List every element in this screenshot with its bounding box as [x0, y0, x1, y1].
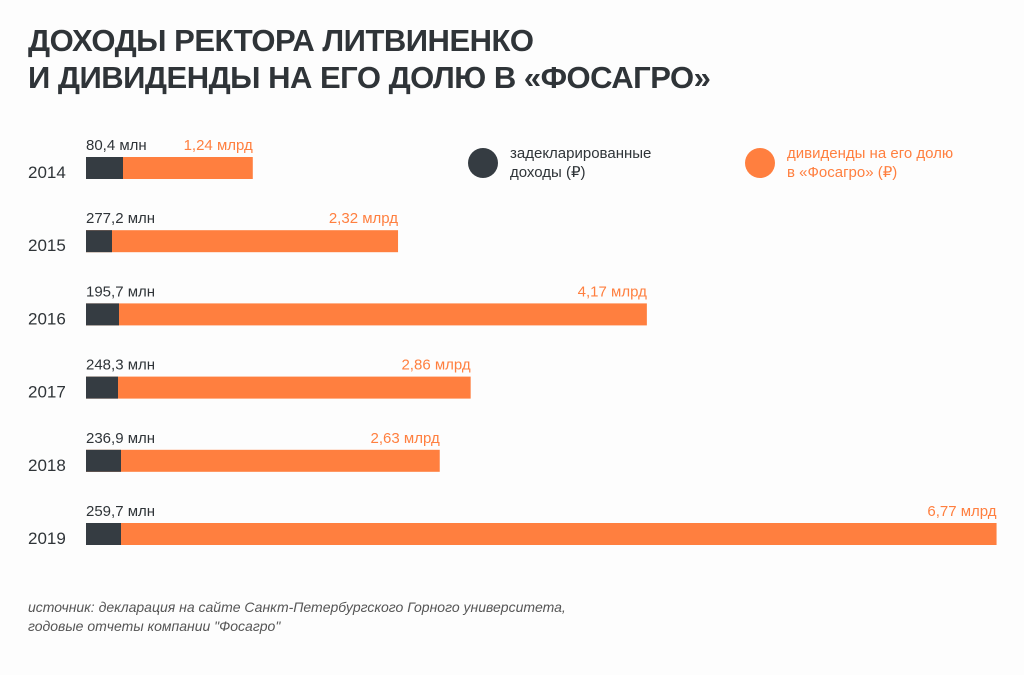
legend-income-line-2: доходы (₽)	[510, 164, 586, 181]
legend-income-swatch	[468, 148, 498, 178]
dividends-bar	[86, 157, 253, 179]
year-label: 2019	[28, 529, 66, 548]
dividends-bar	[86, 523, 997, 545]
title-line-2: И ДИВИДЕНДЫ НА ЕГО ДОЛЮ В «ФОСАГРО»	[28, 60, 711, 95]
legend-dividends: дивиденды на его долю в «Фосагро» (₽)	[745, 144, 977, 182]
legend-dividends-line-2: в «Фосагро» (₽)	[787, 164, 898, 181]
income-value-label: 236,9 млн	[86, 430, 155, 447]
source-line-2: годовые отчеты компании "Фосагро"	[28, 618, 281, 634]
legend-income: задекларированные доходы (₽)	[468, 144, 700, 182]
income-value-label: 259,7 млн	[86, 503, 155, 520]
year-label: 2014	[28, 163, 66, 182]
dividends-bar	[86, 449, 440, 472]
year-label: 2018	[28, 456, 66, 475]
year-label: 2015	[28, 236, 66, 255]
year-label: 2016	[28, 309, 66, 328]
income-bar	[86, 157, 123, 179]
chart-title: ДОХОДЫ РЕКТОРА ЛИТВИНЕНКО И ДИВИДЕНДЫ НА…	[28, 22, 711, 96]
dividends-bar	[86, 303, 647, 326]
income-bar	[86, 523, 121, 545]
dividends-bar	[86, 230, 399, 253]
legend-dividends-swatch	[745, 148, 775, 178]
year-label: 2017	[28, 383, 66, 402]
income-value-label: 80,4 млн	[86, 137, 147, 154]
income-bar	[86, 376, 118, 399]
dividends-value-label: 2,86 млрд	[401, 357, 470, 374]
source-note: источник: декларация на сайте Санкт-Пете…	[28, 598, 566, 636]
income-value-label: 195,7 млн	[86, 283, 155, 300]
income-bar	[86, 230, 112, 253]
dividends-value-label: 1,24 млрд	[184, 137, 253, 154]
income-bar	[86, 303, 119, 326]
dividends-bar	[86, 376, 471, 399]
source-line-1: источник: декларация на сайте Санкт-Пете…	[28, 599, 566, 615]
income-bar	[86, 449, 121, 472]
dividends-value-label: 6,77 млрд	[927, 503, 996, 520]
dividends-value-label: 2,32 млрд	[329, 210, 398, 227]
legend-income-line-1: задекларированные	[510, 145, 652, 162]
dividends-value-label: 2,63 млрд	[371, 430, 440, 447]
dividends-value-label: 4,17 млрд	[578, 283, 647, 300]
legend-dividends-line-1: дивиденды на его долю	[787, 145, 954, 162]
income-value-label: 277,2 млн	[86, 210, 155, 227]
income-value-label: 248,3 млн	[86, 357, 155, 374]
title-line-1: ДОХОДЫ РЕКТОРА ЛИТВИНЕНКО	[28, 23, 534, 58]
